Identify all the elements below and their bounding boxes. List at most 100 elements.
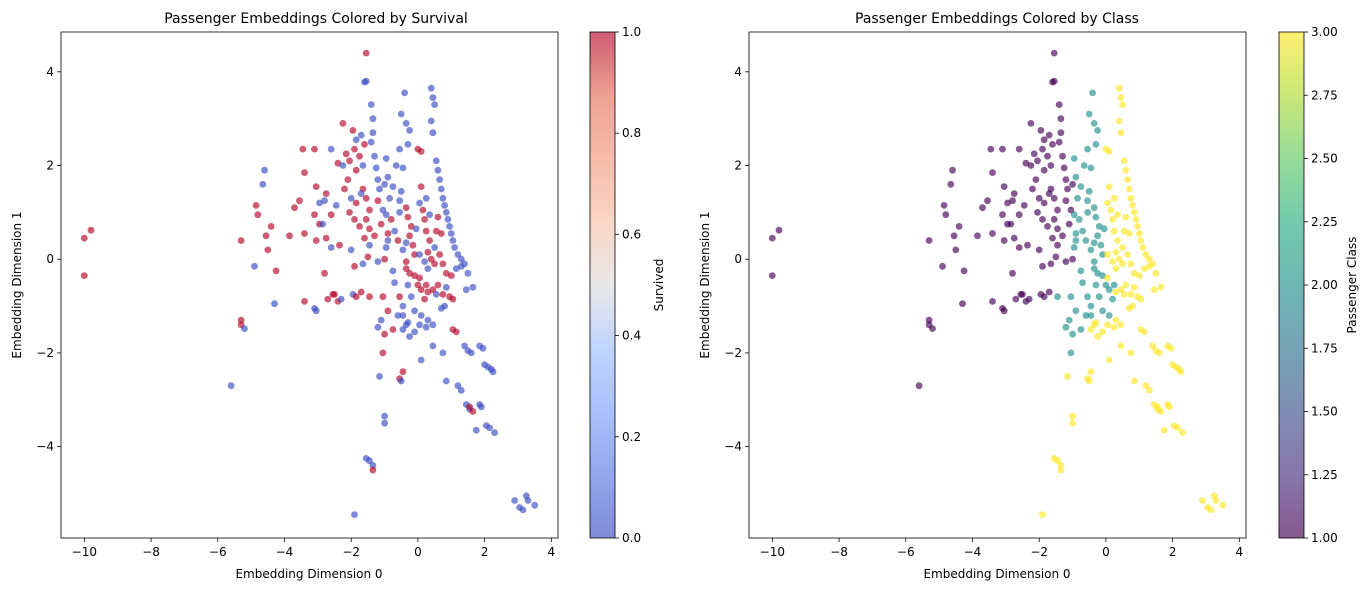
scatter-point [406, 333, 413, 340]
y-tick-label: 0 [734, 252, 742, 266]
plot-frame [748, 31, 1247, 539]
scatter-point [1099, 307, 1106, 315]
scatter-point [1165, 403, 1173, 411]
scatter-point [421, 295, 428, 303]
colorbar-tick-label: 2.50 [1311, 152, 1338, 166]
scatter-point [271, 300, 278, 308]
scatter-point [1055, 138, 1063, 146]
scatter-point [427, 255, 435, 263]
scatter-point [367, 101, 375, 108]
scatter-point [382, 155, 390, 162]
scatter-point [422, 323, 430, 331]
scatter-point [301, 169, 308, 177]
scatter-point [394, 312, 402, 319]
scatter-point [254, 211, 262, 219]
class-panel: Passenger Embeddings Colored by Class −1… [698, 11, 1359, 581]
x-tick-label: 0 [414, 545, 422, 559]
scatter-point [342, 150, 350, 158]
scatter-point [1034, 209, 1041, 216]
scatter-point [429, 342, 437, 350]
colorbar-tick-label: 1.75 [1311, 341, 1338, 355]
y-axis: −4 −2 0 2 4 [724, 65, 749, 454]
scatter-point [337, 295, 345, 303]
scatter-point [1127, 260, 1135, 268]
scatter-point [1000, 307, 1008, 315]
scatter-point [351, 216, 358, 223]
scatter-point [1067, 206, 1075, 214]
scatter-point [1142, 382, 1150, 390]
scatter-point [1039, 216, 1046, 223]
scatter-point [427, 117, 435, 125]
scatter-point [312, 307, 320, 315]
scatter-point [404, 281, 412, 289]
scatter-point [391, 227, 398, 235]
scatter-point [374, 176, 382, 184]
scatter-point [432, 291, 440, 298]
scatter-point [371, 232, 378, 240]
scatter-point [1152, 269, 1160, 277]
scatter-point [1045, 190, 1053, 198]
scatter-point [402, 239, 410, 247]
scatter-point [262, 232, 270, 240]
scatter-point [374, 197, 382, 205]
scatter-point [237, 316, 245, 324]
x-tick-label: −8 [142, 545, 160, 559]
scatter-point [406, 269, 413, 277]
scatter-point [399, 164, 407, 172]
scatter-point [352, 293, 360, 301]
scatter-point [1087, 368, 1095, 376]
scatter-point [1119, 244, 1126, 251]
scatter-point [1105, 183, 1113, 191]
scatter-point [426, 211, 433, 219]
scatter-point [1140, 328, 1148, 336]
scatter-point [339, 162, 347, 169]
scatter-point [1134, 223, 1141, 230]
scatter-point [1057, 129, 1065, 137]
scatter-point [1087, 302, 1095, 310]
scatter-point [1174, 424, 1181, 432]
colorbar-tick-label: 2.75 [1311, 88, 1338, 102]
x-tick-label: −2 [1030, 545, 1048, 559]
scatter-point [1060, 164, 1068, 172]
scatter-point [402, 258, 410, 265]
scatter-point [387, 216, 395, 223]
scatter-point [1132, 216, 1140, 223]
scatter-point [381, 255, 388, 263]
scatter-point [1095, 293, 1103, 301]
scatter-point [252, 202, 260, 209]
scatter-point [1142, 251, 1150, 258]
scatter-point [1017, 291, 1025, 298]
scatter-point [489, 368, 497, 376]
scatter-point [959, 300, 966, 308]
scatter-point [1110, 227, 1118, 235]
scatter-point [396, 197, 403, 205]
scatter-point [1084, 293, 1091, 301]
colorbar-tick-label: 2.00 [1311, 278, 1338, 292]
scatter-point [80, 234, 88, 242]
x-tick-label: −10 [72, 545, 97, 559]
scatter-point [1045, 131, 1053, 139]
scatter-point [929, 325, 936, 332]
scatter-point [1009, 269, 1016, 277]
scatter-point [336, 241, 343, 249]
scatter-point [989, 169, 996, 177]
scatter-point [1104, 251, 1111, 258]
scatter-point [1030, 150, 1038, 158]
scatter-point [416, 251, 423, 258]
scatter-point [1120, 291, 1128, 298]
scatter-point [437, 185, 445, 193]
scatter-point [1065, 316, 1073, 324]
scatter-point [511, 497, 518, 504]
scatter-point [351, 511, 358, 518]
scatter-point [947, 180, 955, 188]
scatter-point [1179, 429, 1186, 436]
scatter-point [1054, 293, 1061, 301]
scatter-point [362, 216, 370, 223]
scatter-point [346, 157, 353, 165]
scatter-point [1137, 237, 1145, 244]
colorbar-tick-label: 1.0 [622, 25, 641, 39]
y-tick-label: 4 [734, 65, 742, 79]
scatter-point [1010, 190, 1018, 198]
scatter-point [446, 223, 453, 230]
scatter-point [382, 211, 390, 219]
